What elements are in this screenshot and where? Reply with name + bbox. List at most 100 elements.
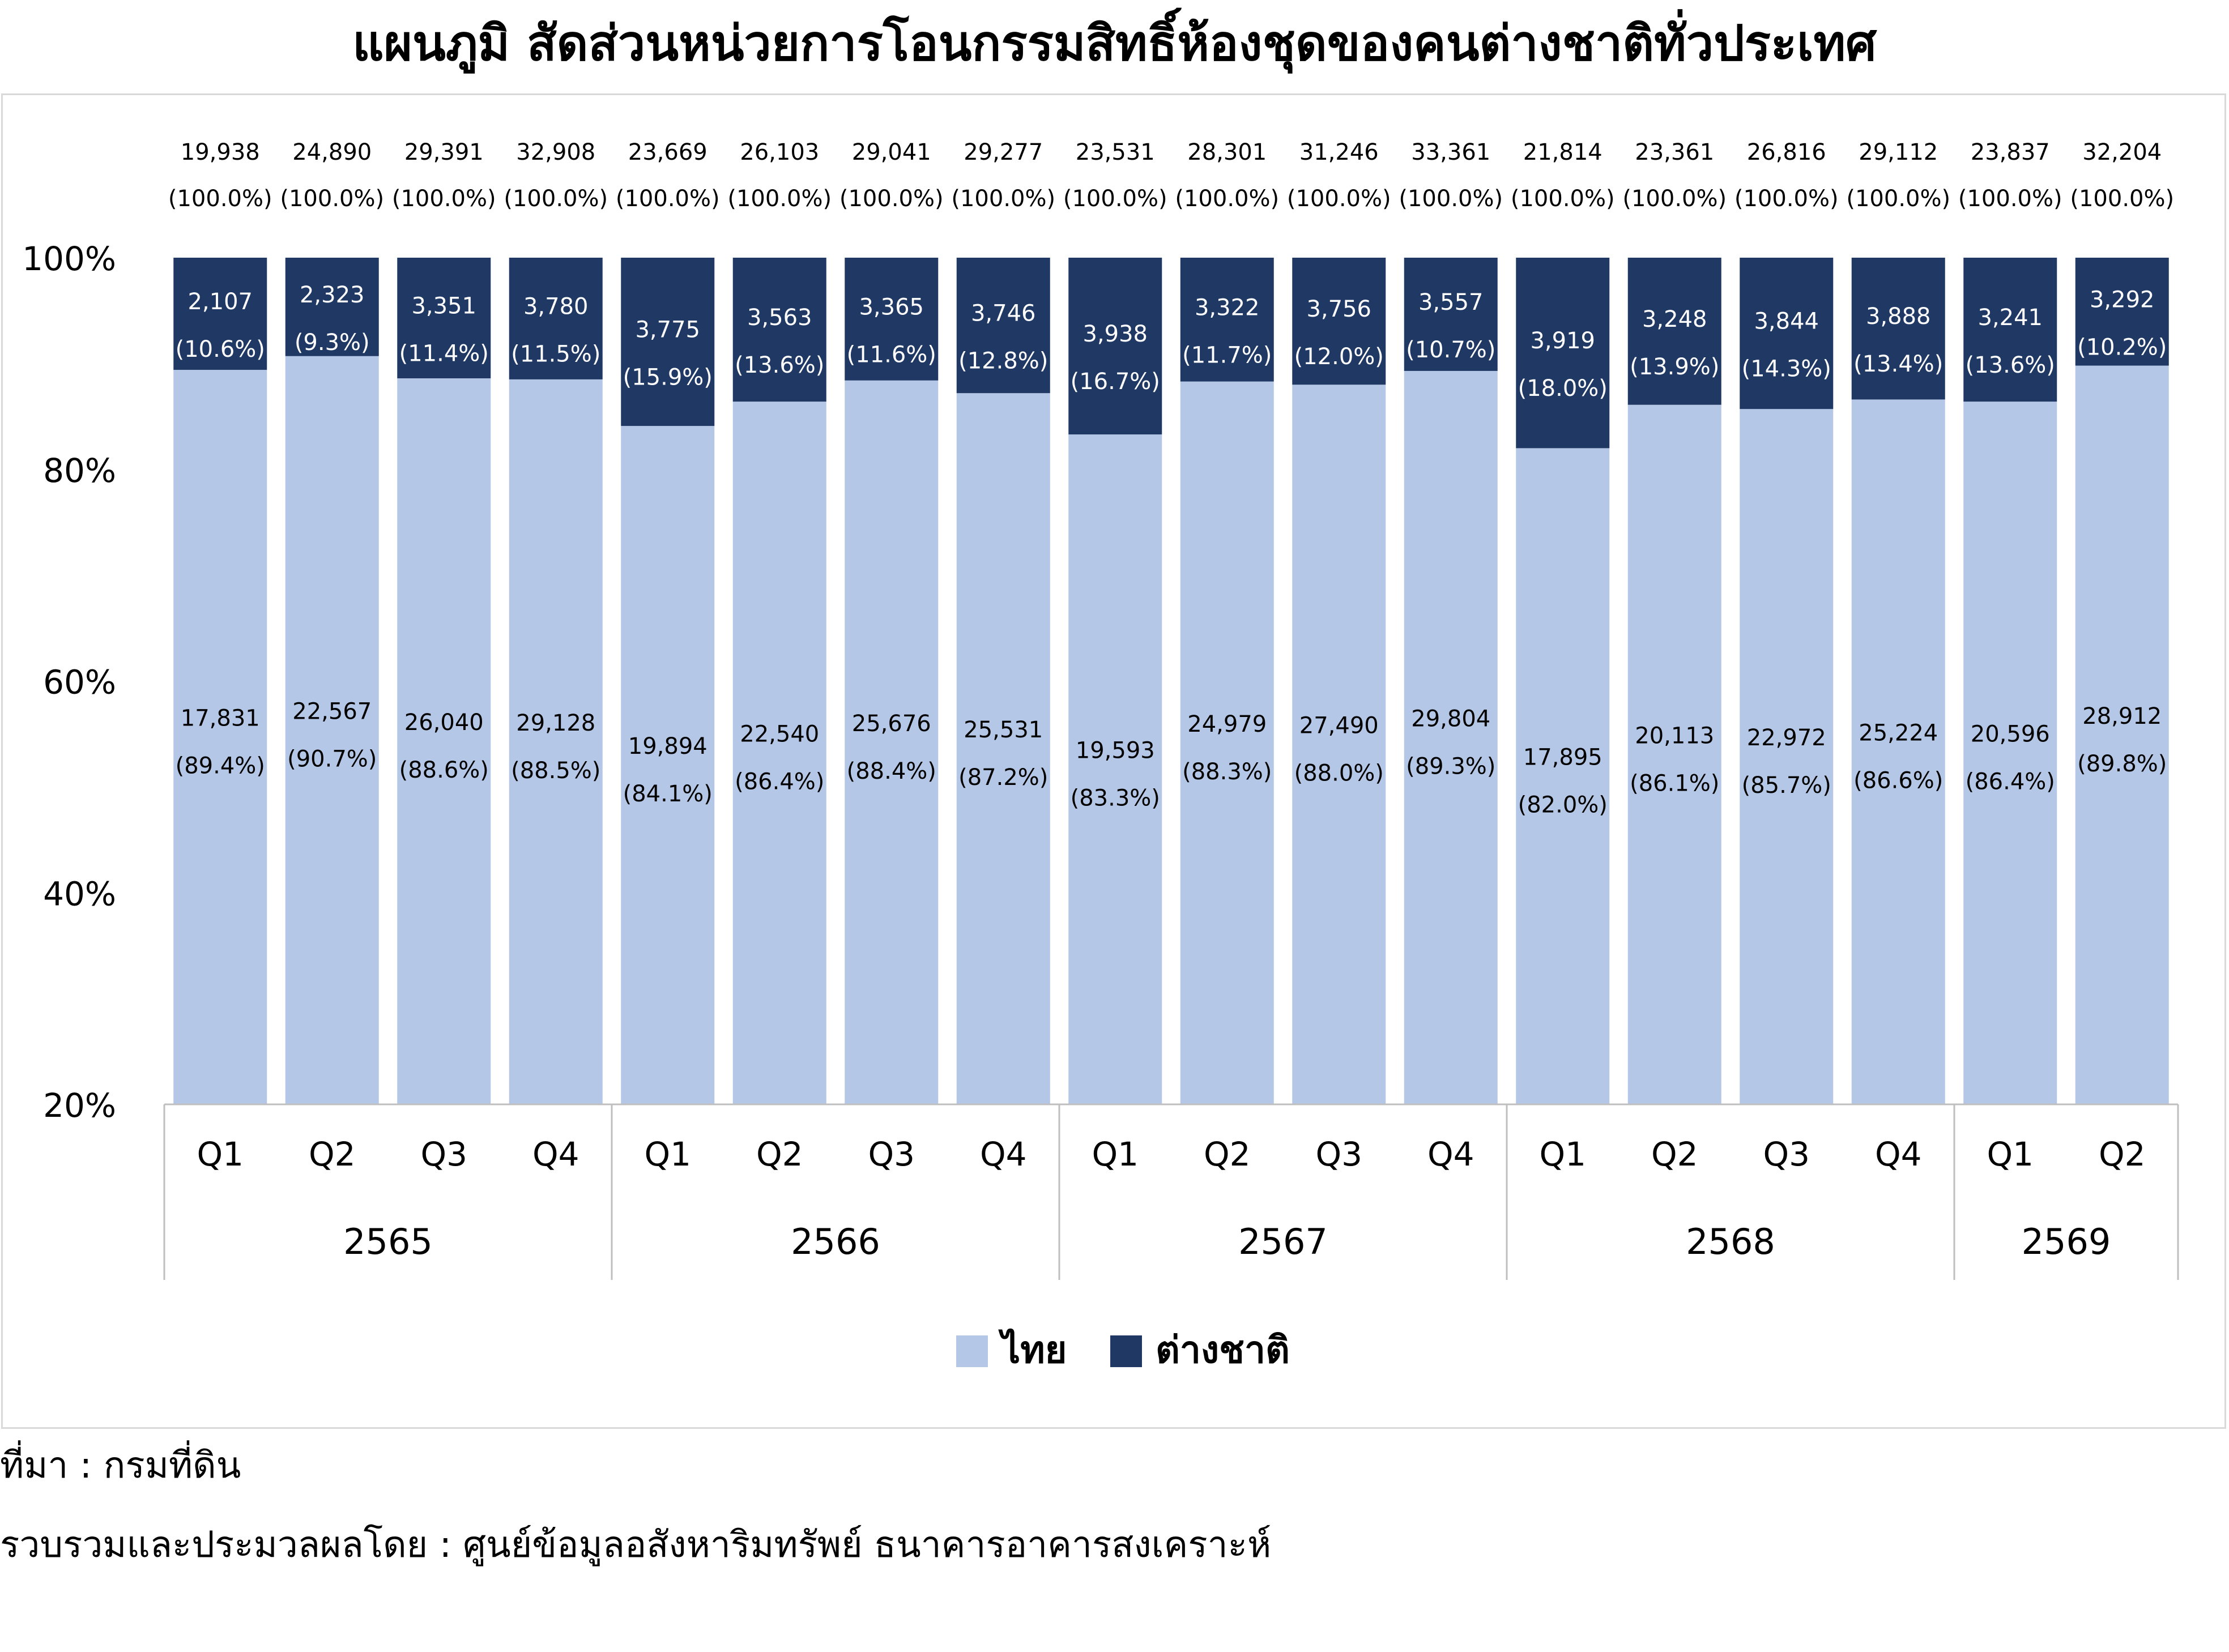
source-note: ที่มา : กรมที่ดิน [0,1445,241,1487]
bar-thai [621,426,715,1104]
thai-percent-label: (89.4%) [176,753,265,779]
bar-thai [1851,399,1945,1104]
foreign-value-label: 3,775 [635,317,700,343]
bar-thai [845,380,939,1104]
bar-foreign [2075,258,2169,366]
legend-label-thai: ไทย [998,1328,1067,1372]
total-percent-label: (100.0%) [1846,186,1950,212]
foreign-value-label: 2,323 [300,282,365,308]
total-percent-label: (100.0%) [2070,186,2174,212]
total-label: 23,361 [1635,139,1714,165]
x-tick-label-quarter: Q2 [2099,1135,2146,1173]
bar-foreign [1068,258,1162,435]
total-percent-label: (100.0%) [951,186,1055,212]
bar-thai [285,356,379,1105]
foreign-percent-label: (14.3%) [1742,356,1831,382]
x-tick-label-quarter: Q4 [1427,1135,1474,1173]
thai-value-label: 27,490 [1299,713,1379,739]
bar-thai [1404,370,1498,1104]
total-label: 31,246 [1299,139,1379,165]
foreign-value-label: 3,919 [1530,328,1595,354]
foreign-percent-label: (11.5%) [511,341,600,367]
bar-thai [1740,409,1834,1105]
bar-foreign [1627,258,1721,405]
thai-percent-label: (82.0%) [1518,792,1608,818]
y-tick-label: 20% [43,1086,116,1125]
bar-thai [1963,402,2057,1104]
y-tick-label: 60% [43,663,116,702]
x-tick-label-quarter: Q2 [309,1135,356,1173]
x-tick-label-quarter: Q1 [644,1135,691,1173]
foreign-percent-label: (18.0%) [1518,375,1608,402]
foreign-percent-label: (15.9%) [623,365,713,391]
y-tick-label: 100% [22,240,116,278]
legend-swatch-foreign [1110,1335,1142,1367]
thai-value-label: 19,593 [1076,738,1155,764]
x-tick-label-year: 2567 [1238,1221,1328,1262]
total-label: 32,204 [2082,139,2162,165]
foreign-percent-label: (11.7%) [1182,342,1272,368]
bar-thai [1068,434,1162,1104]
y-axis: 100% 80% 60% 40% 20% [22,240,116,1125]
total-percent-label: (100.0%) [504,186,608,212]
foreign-percent-label: (16.7%) [1071,369,1160,395]
foreign-value-label: 3,888 [1866,304,1931,330]
thai-value-label: 20,596 [1971,722,2050,748]
chart-frame [1,93,2226,1429]
bar-foreign [1851,258,1945,400]
thai-value-label: 26,040 [404,710,484,736]
bar-foreign [173,258,267,370]
foreign-percent-label: (13.9%) [1630,354,1719,380]
total-label: 19,938 [181,139,260,165]
thai-value-label: 22,540 [740,722,819,748]
total-percent-label: (100.0%) [1734,186,1839,212]
x-tick-label-quarter: Q3 [1315,1135,1362,1173]
total-percent-label: (100.0%) [1287,186,1391,212]
total-percent-label: (100.0%) [1958,186,2062,212]
total-label: 21,814 [1523,139,1603,165]
x-tick-label-quarter: Q4 [1875,1135,1922,1173]
x-tick-label-quarter: Q2 [1204,1135,1251,1173]
x-axis: Q1 Q2 Q3 Q4 Q1 Q2 Q3 Q4 Q1 Q2 Q3 Q4 Q1 Q2 Q3 Q4 Q1 Q2 2565… [163,1103,2179,1280]
total-percent-label: (100.0%) [616,186,720,212]
legend-label-foreign: ต่างชาติ [1156,1328,1290,1372]
total-label: 26,816 [1747,139,1826,165]
total-percent-label: (100.0%) [392,186,496,212]
foreign-percent-label: (9.3%) [295,330,370,356]
foreign-percent-label: (13.4%) [1853,351,1943,377]
thai-value-label: 25,676 [852,711,931,737]
bar-foreign [285,258,379,356]
foreign-value-label: 3,292 [2090,287,2155,313]
thai-value-label: 17,831 [181,706,260,732]
total-percent-label: (100.0%) [839,186,944,212]
total-label: 29,277 [964,139,1043,165]
x-tick-label-quarter: Q3 [868,1135,915,1173]
bar-foreign [1292,258,1386,385]
x-tick-label-quarter: Q1 [1987,1135,2034,1173]
foreign-value-label: 3,746 [971,301,1036,327]
thai-value-label: 25,224 [1859,720,1938,746]
foreign-value-label: 3,780 [523,293,589,319]
thai-value-label: 20,113 [1635,723,1714,749]
bar-thai [1627,404,1721,1104]
chart-title: แผนภูมิ สัดส่วนหน่วยการโอนกรรมสิทธิ์ห้อง… [352,15,1877,72]
total-label: 29,391 [404,139,484,165]
thai-percent-label: (86.1%) [1630,770,1719,796]
total-percent-label: (100.0%) [1399,186,1503,212]
x-tick-label-year: 2569 [2022,1221,2111,1262]
foreign-value-label: 3,322 [1195,294,1260,321]
total-percent-label: (100.0%) [727,186,832,212]
bar-thai [2075,365,2169,1104]
total-label: 26,103 [740,139,819,165]
bar-foreign [1516,258,1610,449]
x-tick-label-year: 2566 [791,1221,880,1262]
total-label: 28,301 [1187,139,1267,165]
foreign-value-label: 3,938 [1082,321,1148,347]
total-percent-label: (100.0%) [1511,186,1615,212]
foreign-percent-label: (13.6%) [1966,352,2055,378]
foreign-value-label: 2,107 [187,289,253,315]
bar-thai [956,393,1050,1105]
thai-percent-label: (90.7%) [287,746,377,772]
bar-thai [1516,448,1610,1104]
foreign-value-label: 3,248 [1642,306,1707,332]
